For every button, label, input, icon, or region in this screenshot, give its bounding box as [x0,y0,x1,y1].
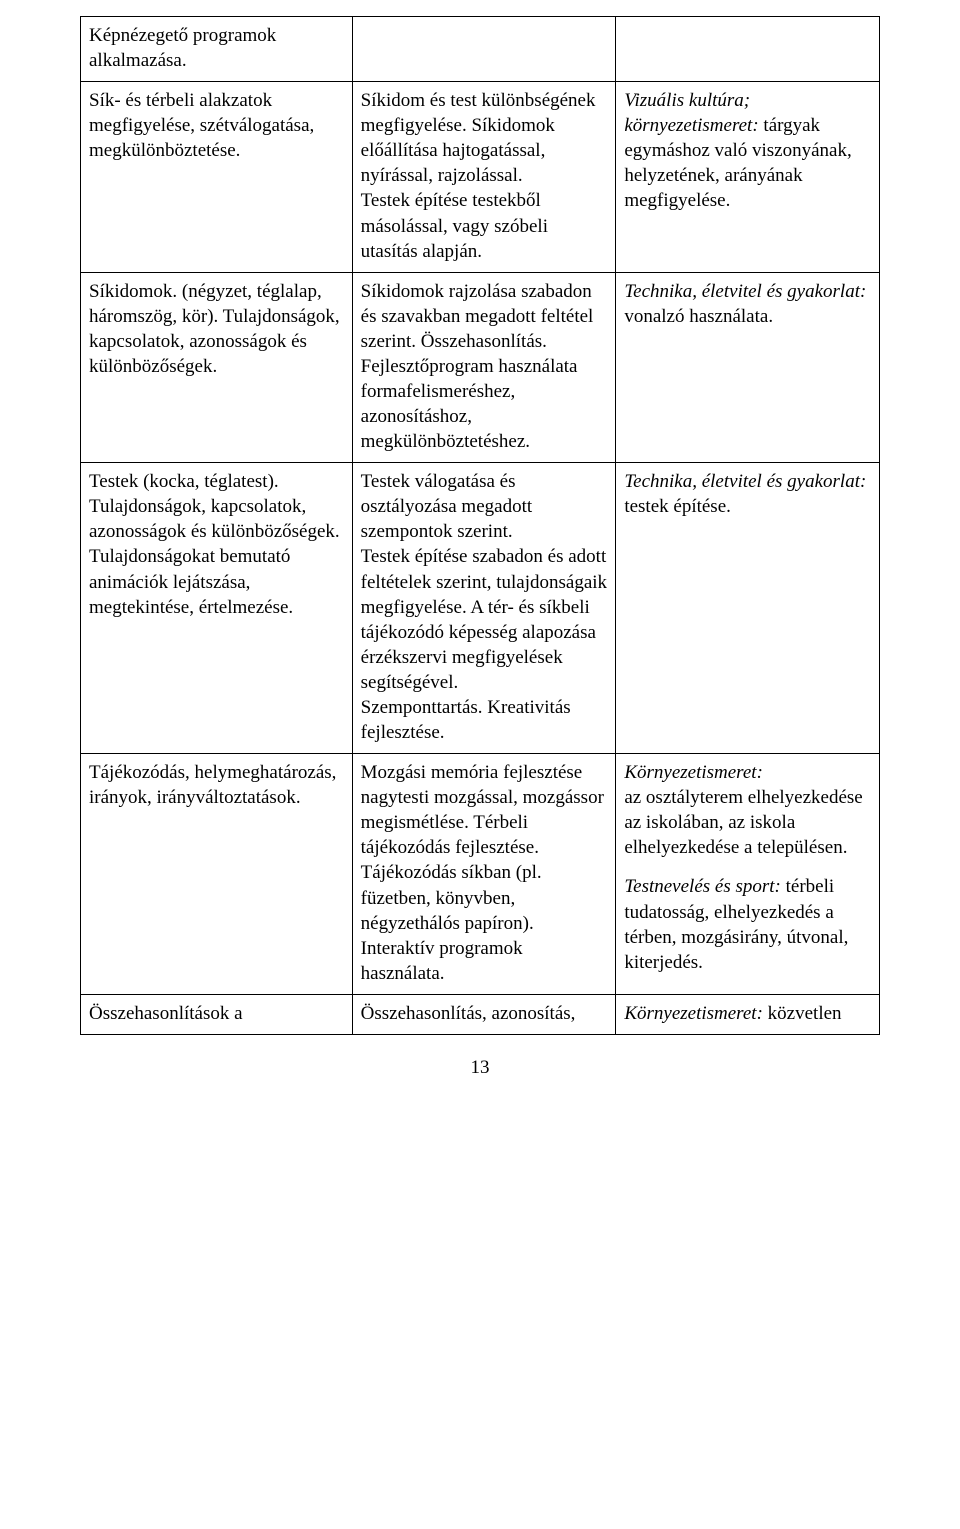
text: Mozgási memória fejlesztése nagytesti mo… [361,762,604,984]
cell-r0-c1: Képnézegető programok alkalmazása. [81,17,353,82]
cell-r4-c3: Környezetismeret: az osztályterem elhely… [616,754,880,995]
italic-lead: Környezetismeret: [624,1003,763,1024]
italic-lead: Technika, életvitel és gyakorlat: [624,471,866,492]
page-number: 13 [80,1057,880,1079]
curriculum-table: Képnézegető programok alkalmazása. Sík- … [80,16,880,1035]
cell-r5-c3: Környezetismeret: közvetlen [616,994,880,1034]
italic-lead: Technika, életvitel és gyakorlat: [624,281,866,302]
text: az osztályterem elhelyezkedése az iskolá… [624,787,862,858]
text: Síkidomok rajzolása szabadon és szavakba… [361,281,594,452]
text: vonalzó használata. [624,306,773,327]
table-row: Tájékozódás, helymeghatározás, irányok, … [81,754,880,995]
cell-r2-c3: Technika, életvitel és gyakorlat: vonalz… [616,272,880,463]
cell-r1-c1: Sík- és térbeli alakzatok megfigyelése, … [81,82,353,273]
text: Testek válogatása és osztályozása megado… [361,471,607,743]
text: Képnézegető programok alkalmazása. [89,25,276,71]
text: Tájékozódás, helymeghatározás, irányok, … [89,762,336,808]
italic-lead: Környezetismeret: [624,762,763,783]
c3-block-1: Környezetismeret: az osztályterem elhely… [624,760,871,860]
page: Képnézegető programok alkalmazása. Sík- … [0,0,960,1119]
text: Sík- és térbeli alakzatok megfigyelése, … [89,90,314,161]
table-row: Sík- és térbeli alakzatok megfigyelése, … [81,82,880,273]
text: Testek (kocka, téglatest). Tulajdonságok… [89,471,340,617]
text: Síkidomok. (négyzet, téglalap, háromszög… [89,281,340,377]
table-row: Képnézegető programok alkalmazása. [81,17,880,82]
table-row: Testek (kocka, téglatest). Tulajdonságok… [81,463,880,754]
cell-r3-c2: Testek válogatása és osztályozása megado… [352,463,616,754]
text: közvetlen [763,1003,842,1024]
cell-r2-c2: Síkidomok rajzolása szabadon és szavakba… [352,272,616,463]
italic-lead: Testnevelés és sport: [624,876,781,897]
cell-r0-c2 [352,17,616,82]
cell-r3-c1: Testek (kocka, téglatest). Tulajdonságok… [81,463,353,754]
table-row: Összehasonlítások a Összehasonlítás, azo… [81,994,880,1034]
text: testek építése. [624,496,731,517]
cell-r2-c1: Síkidomok. (négyzet, téglalap, háromszög… [81,272,353,463]
cell-r0-c3 [616,17,880,82]
text: Összehasonlítások a [89,1003,243,1024]
cell-r1-c3: Vizuális kultúra; környezetismeret: tárg… [616,82,880,273]
cell-r3-c3: Technika, életvitel és gyakorlat: testek… [616,463,880,754]
text: Síkidom és test különbségének megfigyelé… [361,90,596,261]
italic-lead: Vizuális kultúra; környezetismeret: [624,90,758,136]
cell-r4-c2: Mozgási memória fejlesztése nagytesti mo… [352,754,616,995]
cell-r4-c1: Tájékozódás, helymeghatározás, irányok, … [81,754,353,995]
cell-r5-c1: Összehasonlítások a [81,994,353,1034]
cell-r5-c2: Összehasonlítás, azonosítás, [352,994,616,1034]
c3-block-2: Testnevelés és sport: térbeli tudatosság… [624,874,871,974]
table-row: Síkidomok. (négyzet, téglalap, háromszög… [81,272,880,463]
cell-r1-c2: Síkidom és test különbségének megfigyelé… [352,82,616,273]
text: Összehasonlítás, azonosítás, [361,1003,576,1024]
